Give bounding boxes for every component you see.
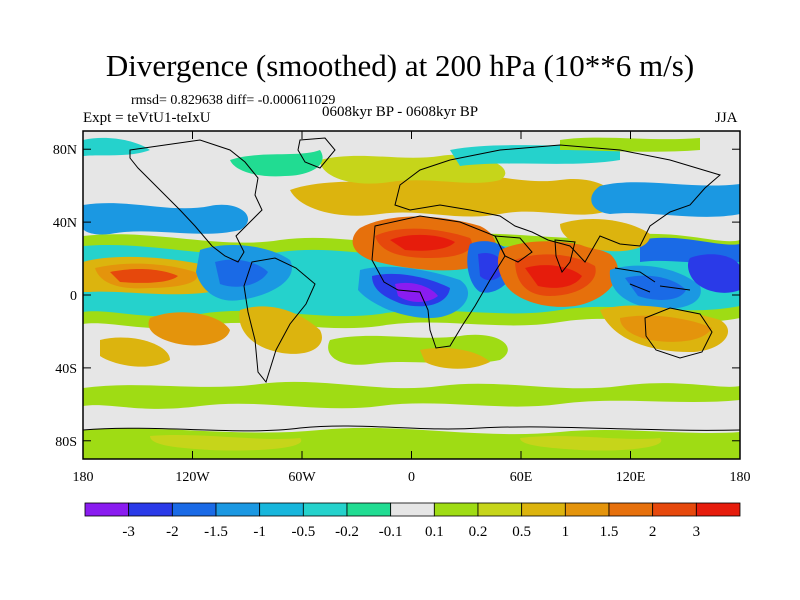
south-america-coast — [243, 257, 316, 384]
y-tick-label: 80S — [55, 435, 77, 450]
x-axis: 180 120W 60W 0 60E 120E 180 — [73, 131, 751, 485]
colorbar-label: -0.2 — [335, 524, 359, 540]
colorbar-label: 1 — [562, 524, 570, 540]
colorbar-label: -1.5 — [204, 524, 228, 540]
colorbar-swatch — [171, 502, 217, 517]
colorbar-swatch — [84, 502, 130, 517]
y-tick-label: 80N — [53, 143, 77, 158]
africa-coast — [371, 215, 506, 349]
eurasia-coast — [394, 144, 722, 263]
india-coast — [554, 239, 576, 273]
x-tick-label: 0 — [408, 470, 415, 485]
north-america-coast — [129, 139, 263, 263]
maritime-continent-coast — [614, 267, 691, 293]
colorbar-swatch — [215, 502, 261, 517]
season-label: JJA — [715, 110, 738, 126]
greenland-coast — [297, 137, 336, 169]
colorbar-swatch — [302, 502, 348, 517]
australia-coast — [644, 307, 713, 359]
arabia-coast — [494, 235, 533, 263]
x-tick-label: 180 — [730, 470, 751, 485]
colorbar-swatch — [652, 502, 697, 517]
colorbar-swatch — [521, 502, 566, 517]
colorbar-label: 1.5 — [600, 524, 619, 540]
colorbar-label: -0.1 — [379, 524, 403, 540]
colorbar-label: 2 — [649, 524, 657, 540]
y-tick-label: 40N — [53, 216, 77, 231]
x-tick-label: 180 — [73, 470, 94, 485]
period-label: 0608kyr BP - 0608kyr BP — [322, 104, 479, 120]
y-tick-label: 0 — [70, 289, 77, 304]
y-tick-label: 40S — [55, 362, 77, 377]
colorbar-swatch — [128, 502, 173, 517]
x-tick-label: 60E — [510, 470, 533, 485]
y-axis: 80N 40N 0 40S 80S — [53, 143, 740, 450]
colorbar-swatch — [433, 502, 479, 517]
colorbar-swatch — [608, 502, 654, 517]
colorbar-label: -2 — [166, 524, 179, 540]
colorbar-swatch — [346, 502, 392, 517]
colorbar-label: 0.2 — [469, 524, 488, 540]
plot-title: Divergence (smoothed) at 200 hPa (10**6 … — [105, 48, 695, 83]
experiment-label: Expt = teVtU1-teIxU — [83, 110, 211, 126]
colorbar-swatch — [390, 502, 435, 517]
colorbar-swatch — [564, 502, 610, 517]
colorbar-swatch — [259, 502, 304, 517]
colorbar-label: 0.5 — [512, 524, 531, 540]
colorbar-label: 3 — [693, 524, 701, 540]
colorbar-label: -0.5 — [291, 524, 315, 540]
coastlines — [83, 137, 740, 432]
colorbar: -3 -2 -1.5 -1 -0.5 -0.2 -0.1 0.1 0.2 0.5 1 1.5 2 3 — [84, 502, 741, 540]
colorbar-label: 0.1 — [425, 524, 444, 540]
stats-label: rmsd= 0.829638 diff= -0.000611029 — [131, 93, 336, 108]
colorbar-swatch — [477, 502, 523, 517]
x-tick-label: 120E — [616, 470, 646, 485]
colorbar-label: -3 — [122, 524, 135, 540]
colorbar-label: -1 — [253, 524, 266, 540]
x-tick-label: 120W — [175, 470, 210, 485]
x-tick-label: 60W — [288, 470, 316, 485]
antarctica-coast — [83, 425, 740, 432]
colorbar-swatch — [695, 502, 741, 517]
